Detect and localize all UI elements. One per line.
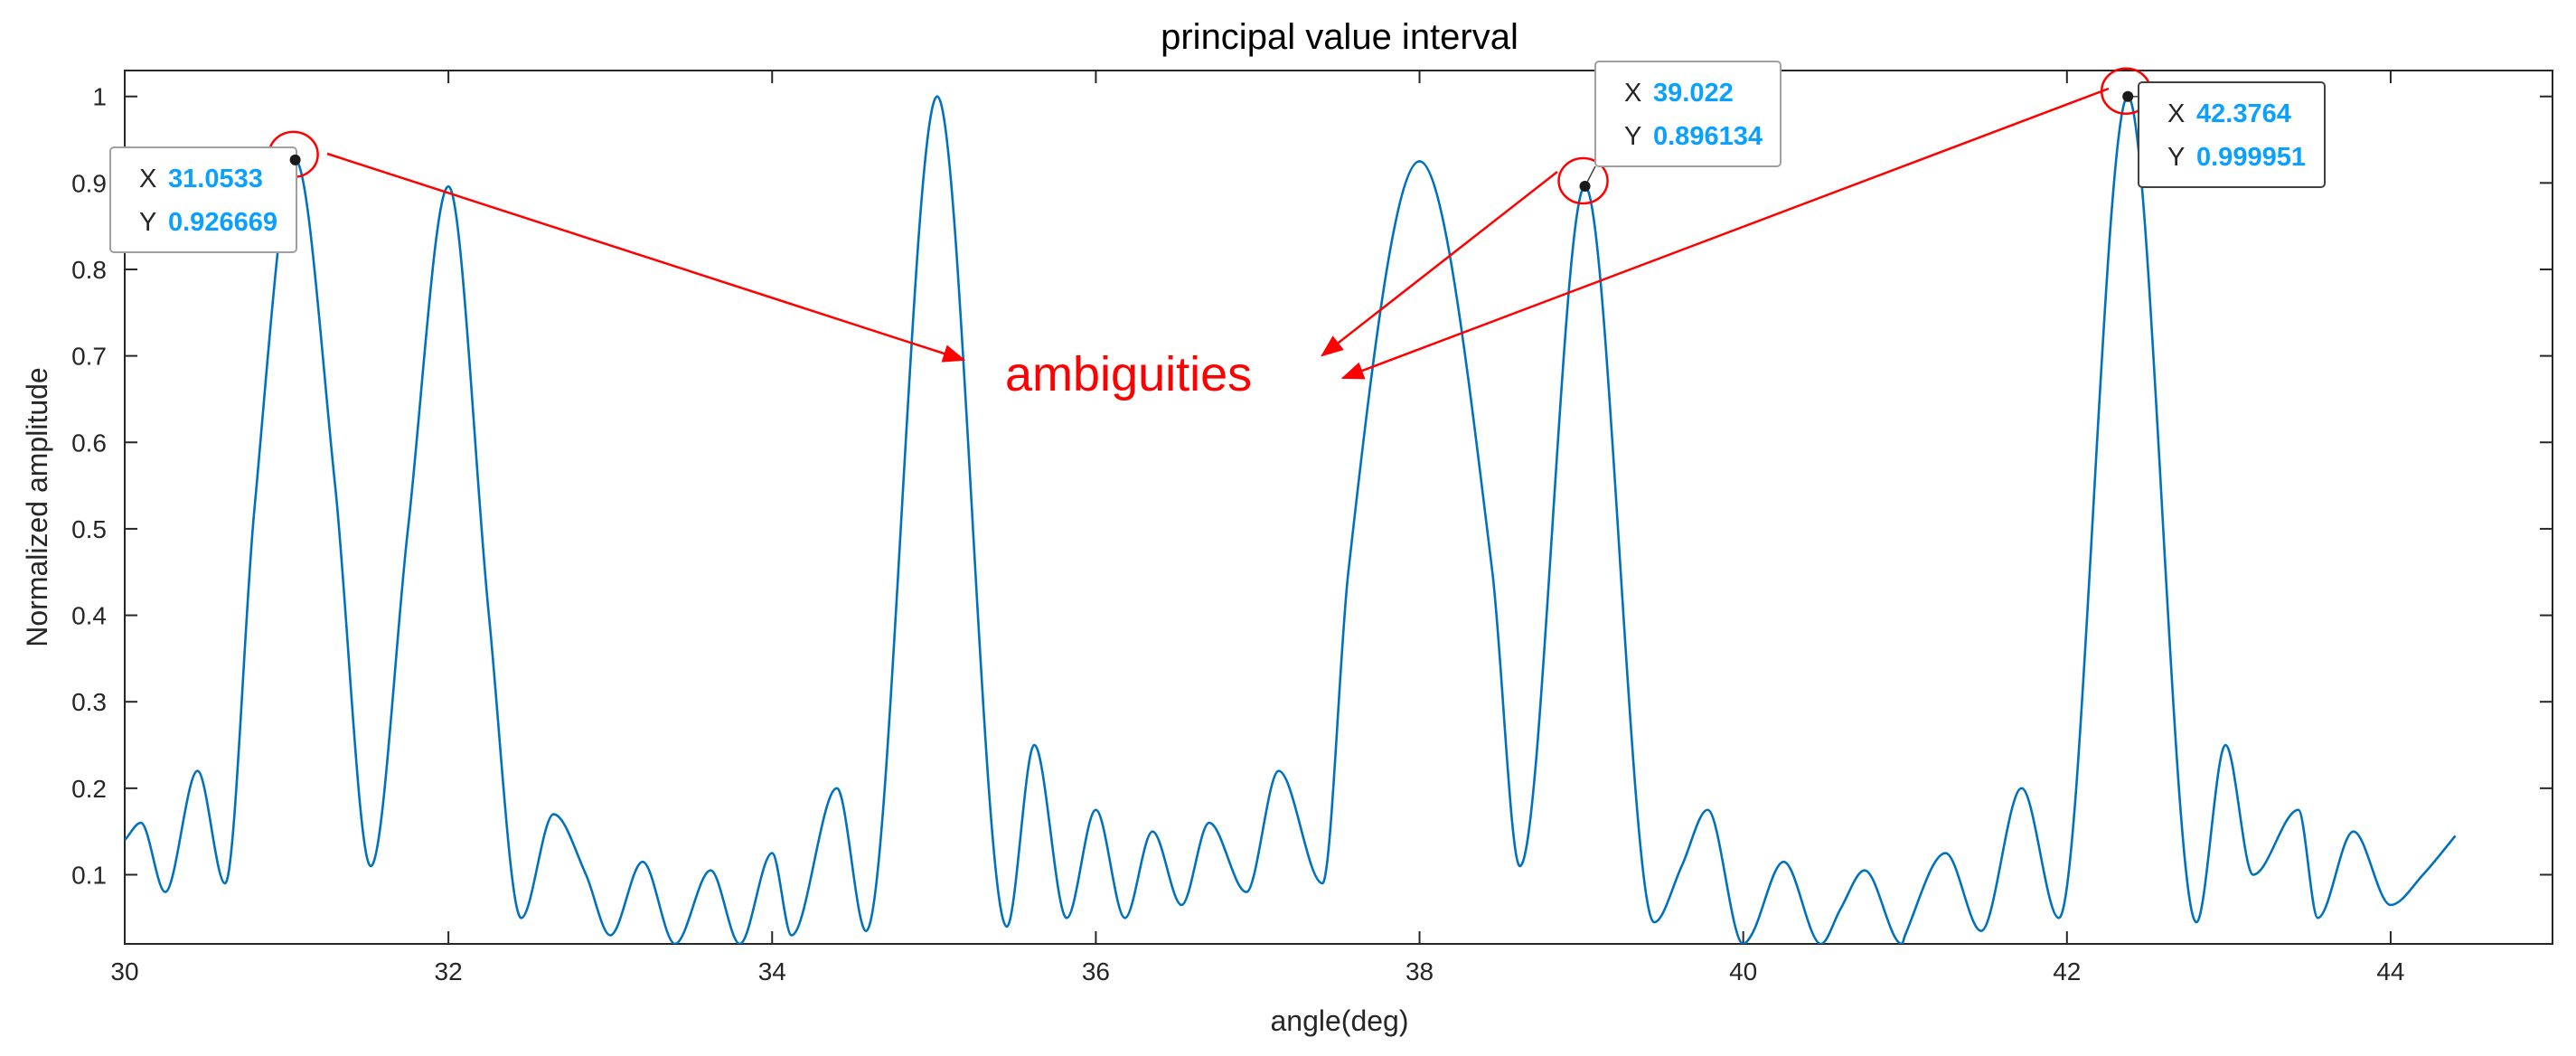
series-line	[125, 95, 2457, 944]
peak-highlight-circle	[1557, 156, 1609, 205]
y-axis-label: Normalized amplitude	[21, 367, 53, 646]
datatip-x-value: 31.0533	[168, 165, 263, 193]
x-tick-label: 40	[1729, 957, 1757, 985]
plot-area	[124, 70, 2553, 945]
datatip-y-key: Y	[1624, 122, 1641, 151]
datatip-x-key: X	[2167, 99, 2185, 128]
x-tick-label: 30	[110, 957, 138, 985]
datatip-x-value: 39.022	[1653, 79, 1734, 108]
annotation-arrow	[326, 152, 966, 363]
datatip-y-value: 0.999951	[2196, 143, 2306, 172]
y-tick-label: 0.8	[71, 256, 107, 284]
datatip-box	[2138, 81, 2326, 188]
y-tick-label: 1	[92, 83, 107, 111]
annotation-layer: ambiguities	[268, 67, 2152, 401]
datatip-y-key: Y	[139, 208, 156, 237]
y-axis: 0.1 0.2 0.3 0.4 0.5 0.6 0.7 0.8 0.9 1	[71, 83, 2552, 889]
datatip[interactable]: X 31.0533 Y 0.926669	[109, 146, 301, 253]
datatip[interactable]: X 39.022 Y 0.896134	[1579, 61, 1782, 193]
datatip-box	[109, 146, 297, 253]
x-tick-label: 32	[435, 957, 463, 985]
datatip-y-key: Y	[2167, 143, 2185, 172]
x-tick-label: 44	[2376, 957, 2404, 985]
datatip-y-value: 0.896134	[1653, 122, 1763, 151]
y-tick-label: 0.6	[71, 429, 107, 457]
datatip-box	[1594, 61, 1782, 167]
x-tick-label: 38	[1406, 957, 1434, 985]
datatip-x-key: X	[1624, 79, 1641, 108]
y-tick-label: 0.4	[71, 602, 107, 630]
datatip-marker[interactable]	[2122, 90, 2134, 102]
x-tick-label: 42	[2053, 957, 2081, 985]
datatip-y-value: 0.926669	[168, 208, 277, 237]
datatip-marker[interactable]	[1579, 181, 1591, 193]
chart-title: principal value interval	[1161, 17, 1518, 57]
x-tick-label: 34	[758, 957, 786, 985]
datatip-x-key: X	[139, 165, 156, 193]
datatips: X 31.0533 Y 0.926669 X 39.022 Y 0.896134 X 42.376…	[109, 61, 2326, 253]
x-axis-label: angle(deg)	[1271, 1004, 1409, 1037]
annotation-ambiguities: ambiguities	[1005, 347, 1252, 401]
datatip-x-value: 42.3764	[2196, 99, 2291, 128]
y-tick-label: 0.2	[71, 775, 107, 803]
y-tick-label: 0.1	[71, 861, 107, 889]
y-tick-label: 0.3	[71, 688, 107, 716]
datatip-marker[interactable]	[289, 154, 301, 165]
annotation-arrow	[1340, 87, 2110, 380]
y-tick-label: 0.9	[71, 169, 107, 197]
x-axis: 30 32 34 36 38 40 42 44	[110, 71, 2405, 985]
y-tick-label: 0.7	[71, 343, 107, 371]
x-tick-label: 36	[1082, 957, 1110, 985]
datatip[interactable]: X 42.3764 Y 0.999951	[2122, 81, 2326, 188]
annotation-arrow	[1321, 171, 1558, 357]
y-tick-label: 0.5	[71, 515, 107, 543]
